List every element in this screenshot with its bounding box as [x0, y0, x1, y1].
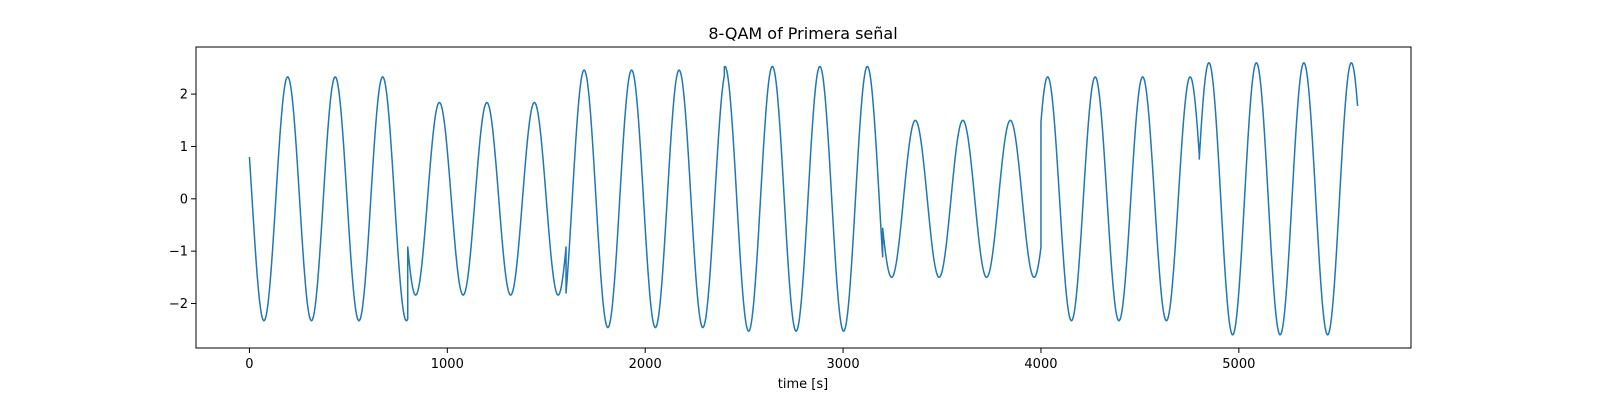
x-tick-label: 5000 [1222, 357, 1255, 372]
y-axis: −2 −1 0 1 2 [169, 88, 196, 312]
signal-series [248, 61, 1359, 336]
x-tick-label: 4000 [1024, 357, 1057, 372]
chart-title: 8-QAM of Primera señal [708, 24, 897, 43]
x-tick-label: 0 [245, 357, 253, 372]
y-tick-label: 1 [180, 140, 188, 155]
x-axis: 0 1000 2000 3000 4000 5000 [245, 348, 1255, 372]
x-tick-label: 1000 [431, 357, 464, 372]
y-tick-label: −1 [169, 245, 188, 260]
y-tick-label: 0 [180, 192, 188, 207]
x-axis-label: time [s] [778, 377, 828, 392]
y-tick-label: 2 [180, 88, 188, 103]
plot-area [195, 46, 1412, 349]
x-tick-label: 3000 [827, 357, 860, 372]
x-tick-label: 2000 [629, 357, 662, 372]
y-tick-label: −2 [169, 297, 188, 312]
signal-line [248, 61, 1359, 336]
